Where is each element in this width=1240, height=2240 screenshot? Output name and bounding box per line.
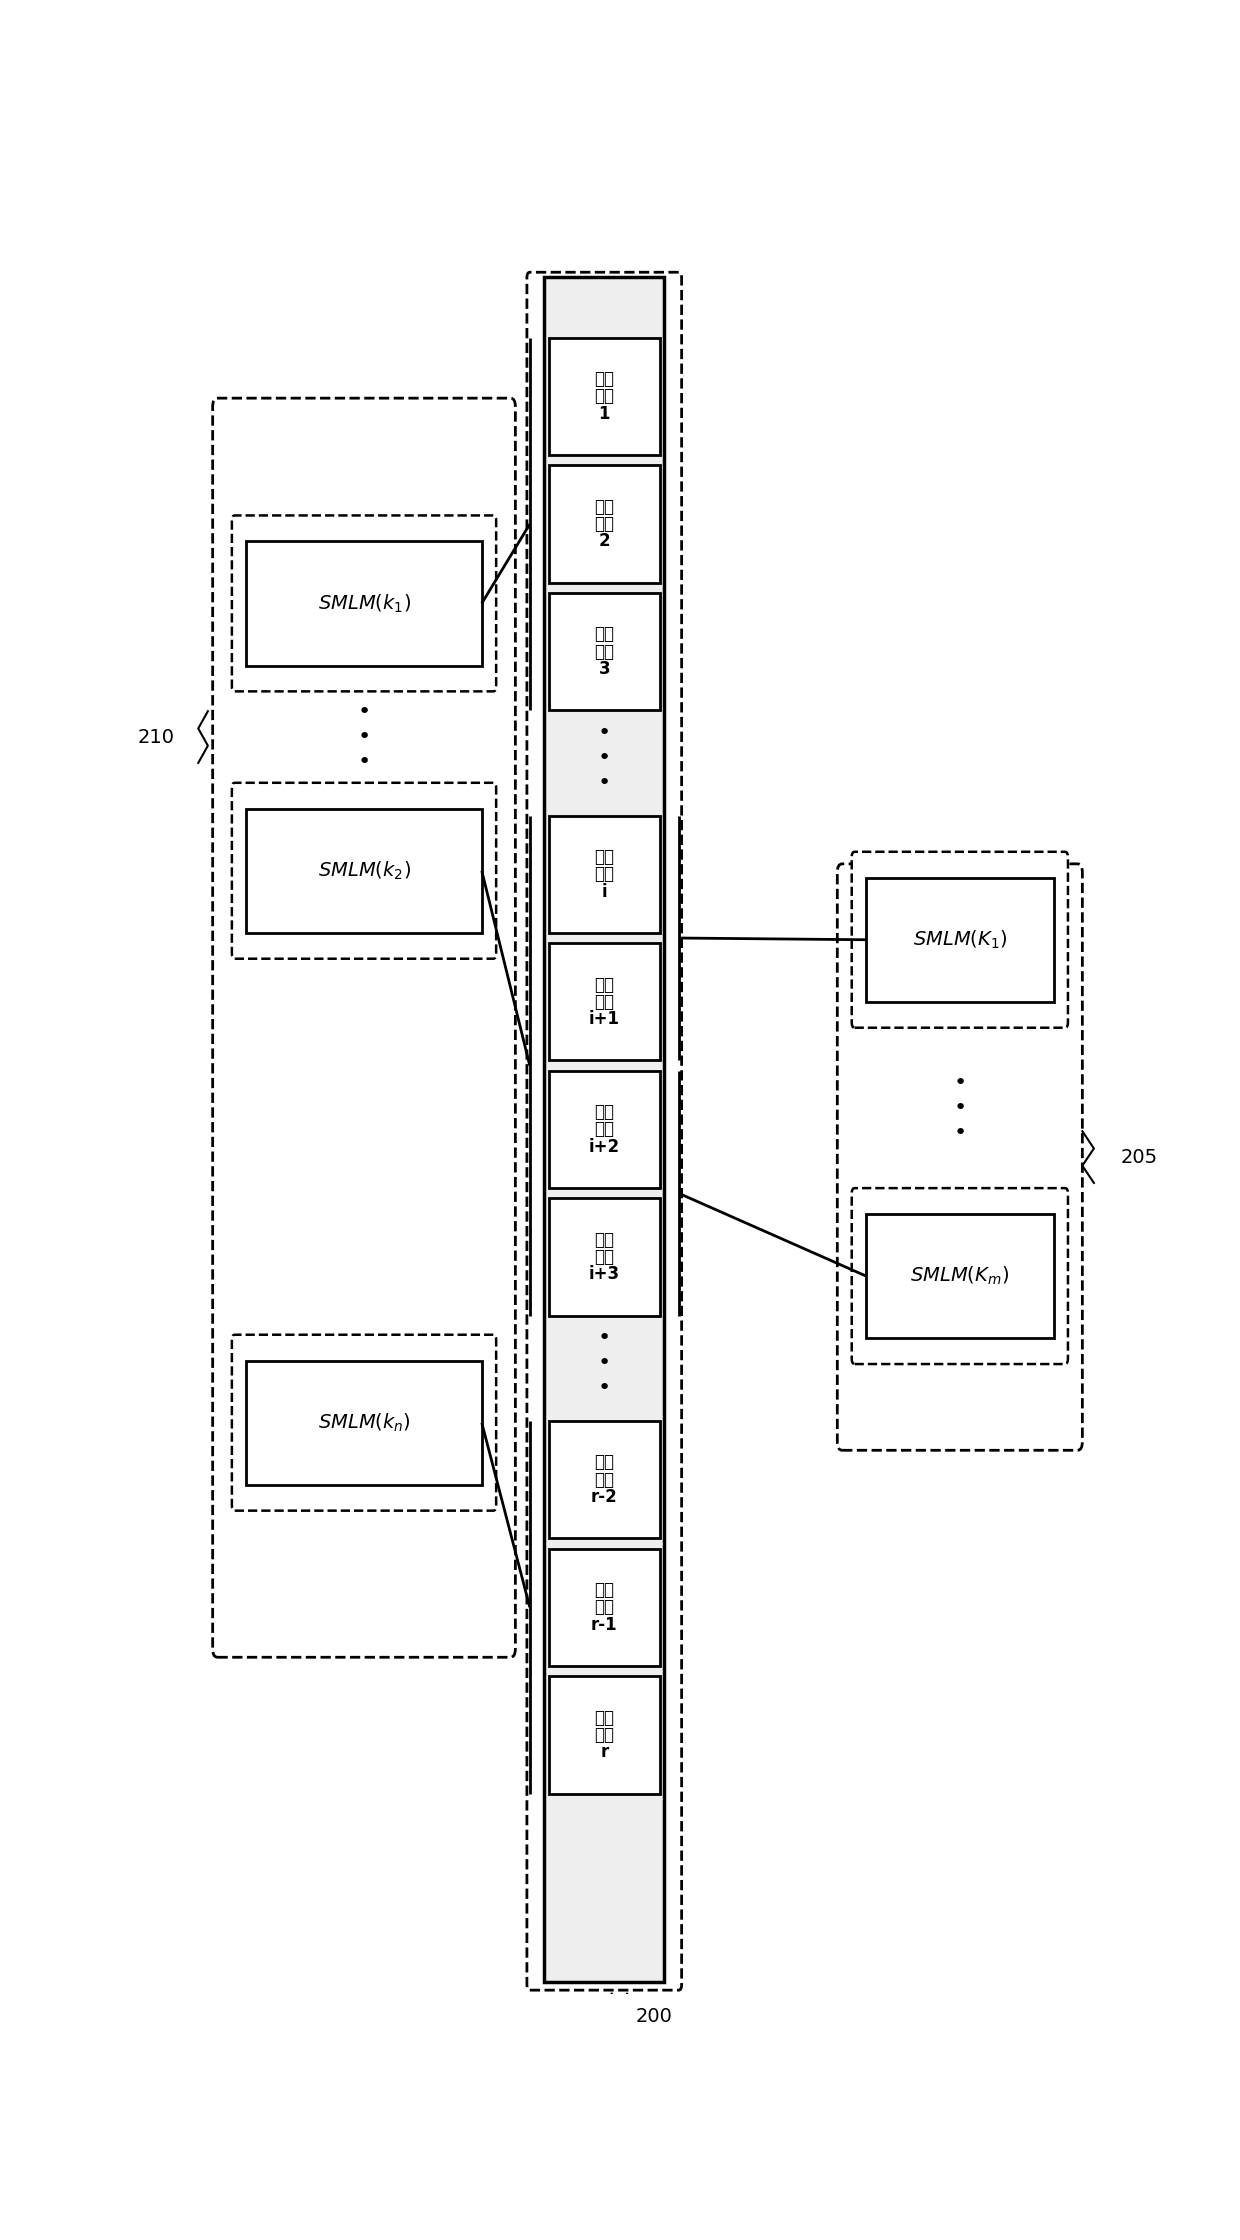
Text: 原始
图像
2: 原始 图像 2 [594,497,614,551]
FancyBboxPatch shape [852,1187,1068,1364]
Text: •
•
•: • • • [598,1328,611,1398]
FancyBboxPatch shape [247,1360,481,1485]
FancyBboxPatch shape [247,542,481,665]
FancyBboxPatch shape [247,809,481,932]
FancyBboxPatch shape [549,1420,660,1539]
FancyBboxPatch shape [549,1198,660,1315]
Text: •
•
•: • • • [357,703,371,773]
Text: $SMLM(k_2)$: $SMLM(k_2)$ [317,860,410,883]
Text: 205: 205 [1121,1147,1158,1167]
Text: 原始
图像
i: 原始 图像 i [594,849,614,900]
Text: 原始
图像
r-1: 原始 图像 r-1 [591,1581,618,1633]
FancyBboxPatch shape [549,466,660,582]
FancyBboxPatch shape [852,851,1068,1028]
FancyBboxPatch shape [549,815,660,932]
FancyBboxPatch shape [232,515,496,692]
Text: 原始
图像
1: 原始 图像 1 [594,370,614,423]
Text: 原始
图像
r: 原始 图像 r [594,1709,614,1761]
Text: $SMLM(K_m)$: $SMLM(K_m)$ [910,1266,1009,1288]
FancyBboxPatch shape [866,1214,1054,1337]
FancyBboxPatch shape [549,1071,660,1187]
FancyBboxPatch shape [232,1335,496,1510]
FancyBboxPatch shape [549,1548,660,1667]
Text: 原始
图像
i+3: 原始 图像 i+3 [589,1230,620,1284]
Text: $SMLM(k_n)$: $SMLM(k_n)$ [317,1411,410,1434]
Text: 原始
图像
r-2: 原始 图像 r-2 [591,1454,618,1505]
FancyBboxPatch shape [527,273,682,1989]
Text: $SMLM(k_1)$: $SMLM(k_1)$ [317,591,410,614]
FancyBboxPatch shape [549,1676,660,1794]
Text: •
•
•: • • • [954,1073,966,1142]
FancyBboxPatch shape [549,594,660,710]
Text: 原始
图像
3: 原始 图像 3 [594,625,614,679]
FancyBboxPatch shape [549,943,660,1060]
Text: 原始
图像
i+2: 原始 图像 i+2 [589,1102,620,1156]
FancyBboxPatch shape [866,878,1054,1001]
FancyBboxPatch shape [549,338,660,455]
FancyBboxPatch shape [232,782,496,959]
Text: $SMLM(K_1)$: $SMLM(K_1)$ [913,930,1007,952]
Text: 原始
图像
i+1: 原始 图像 i+1 [589,977,620,1028]
Text: •
•
•: • • • [598,724,611,793]
Text: 200: 200 [636,2007,672,2027]
FancyBboxPatch shape [837,865,1083,1449]
Text: 210: 210 [138,728,174,746]
FancyBboxPatch shape [544,278,665,1982]
FancyBboxPatch shape [213,399,516,1658]
